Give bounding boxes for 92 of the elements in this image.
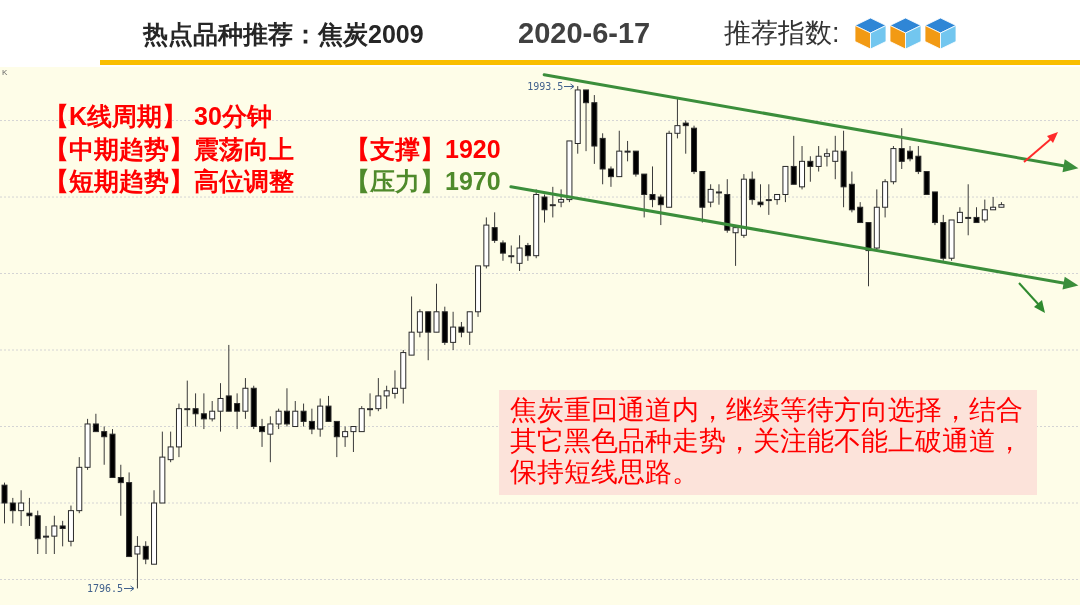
- candlestick: [790, 135, 797, 185]
- candlestick: [732, 224, 739, 267]
- candlestick: [715, 183, 722, 206]
- candlestick: [774, 193, 781, 206]
- candlestick: [217, 382, 224, 433]
- annotation: 焦炭重回通道内，继续等待方向选择，结合其它黑色品种走势，关注能不能上破通道，保持短线思路。: [510, 395, 1023, 487]
- candlestick: [51, 515, 58, 555]
- candlestick: [981, 199, 988, 224]
- candlestick: [391, 369, 398, 399]
- candlestick: [59, 520, 66, 547]
- candlestick: [101, 426, 108, 466]
- candlestick: [350, 426, 357, 453]
- candlestick: [657, 193, 664, 226]
- candlestick: [267, 415, 274, 463]
- candlestick: [674, 97, 681, 139]
- candlestick: [549, 186, 556, 218]
- candlestick: [749, 171, 756, 206]
- chart-subtitle: 2020-6-17: [518, 17, 651, 49]
- candlestick: [915, 145, 922, 175]
- candlestick: [425, 311, 432, 361]
- candlestick: [292, 400, 299, 428]
- candlestick: [815, 145, 822, 173]
- candlestick: [259, 418, 266, 448]
- candlestick: [707, 183, 714, 208]
- candlestick: [184, 380, 191, 428]
- candlestick: [383, 385, 390, 410]
- note-box: 焦炭重回通道内，继续等待方向选择，结合其它黑色品种走势，关注能不能上破通道，保持短线思路。: [499, 390, 1037, 495]
- candlestick: [491, 211, 498, 244]
- candlestick: [898, 127, 905, 170]
- candlestick: [632, 150, 639, 178]
- candlestick: [117, 464, 124, 517]
- chart-title: 热点品种推荐：焦炭2009: [143, 20, 424, 48]
- candlestick: [18, 489, 25, 527]
- candlestick: [342, 426, 349, 448]
- candlestick: [408, 295, 415, 356]
- candlestick: [990, 196, 997, 211]
- candlestick: [134, 535, 141, 589]
- candlestick: [325, 395, 332, 422]
- annotation: K: [2, 68, 8, 77]
- candlestick: [641, 173, 648, 218]
- candlestick: [142, 540, 149, 565]
- candlestick: [757, 183, 764, 208]
- candlestick: [923, 171, 930, 195]
- candlestick: [807, 155, 814, 183]
- annotation: 【压力】1970: [345, 167, 501, 195]
- annotation: 【K线周期】 30分钟: [44, 102, 272, 130]
- candlestick: [765, 183, 772, 216]
- candlestick: [367, 392, 374, 417]
- candlestick: [308, 408, 315, 435]
- candlestick: [857, 201, 864, 224]
- candlestick: [242, 377, 249, 420]
- candlestick: [583, 89, 590, 152]
- candlestick: [466, 311, 473, 346]
- candlestick: [167, 431, 174, 463]
- candlestick: [375, 377, 382, 412]
- candlestick: [358, 405, 365, 433]
- candlestick: [832, 135, 839, 180]
- candlestick: [682, 120, 689, 155]
- candlestick: [200, 392, 207, 430]
- candlestick: [541, 193, 548, 224]
- candlestick: [283, 387, 290, 428]
- candlestick: [333, 420, 340, 458]
- candlestick: [649, 165, 656, 208]
- candlestick: [433, 283, 440, 333]
- candlestick: [317, 397, 324, 438]
- candlestick: [34, 510, 41, 555]
- candlestick: [26, 497, 33, 527]
- annotation: 1993.5: [527, 80, 564, 92]
- candlestick: [92, 413, 99, 433]
- candlestick: [43, 525, 50, 555]
- candlestick: [192, 392, 199, 428]
- candlestick: [499, 239, 506, 262]
- candlestick: [209, 400, 216, 422]
- annotation: 1796.5: [86, 582, 124, 594]
- annotation: 【支撑】1920: [345, 135, 501, 163]
- candlestick: [607, 165, 614, 188]
- candlestick: [9, 497, 16, 524]
- annotation: 【中期趋势】震荡向上: [44, 135, 294, 163]
- candlestick: [450, 311, 457, 351]
- candlestick: [624, 140, 631, 162]
- candlestick: [823, 148, 830, 167]
- candlestick: [416, 308, 423, 338]
- candlestick: [234, 392, 241, 430]
- annotation: 【短期趋势】高位调整: [44, 167, 294, 195]
- text: 推荐指数:: [724, 18, 840, 48]
- candlestick: [516, 234, 523, 272]
- candlestick: [225, 344, 232, 412]
- candlestick: [275, 408, 282, 430]
- candlestick: [1, 482, 8, 524]
- candlestick: [558, 188, 565, 208]
- candlestick: [300, 403, 307, 428]
- candlestick: [965, 183, 972, 236]
